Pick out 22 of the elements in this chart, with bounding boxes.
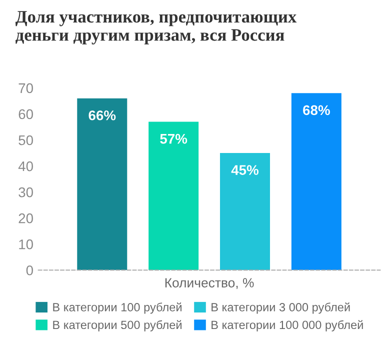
data-label: 68% bbox=[303, 105, 330, 116]
y-tick-label: 70 bbox=[18, 83, 33, 94]
data-label: 57% bbox=[160, 134, 188, 144]
legend-label: В категории 500 рублей bbox=[53, 320, 182, 332]
data-label: 45% bbox=[231, 165, 259, 175]
chart-title: Доля участников, предпочитающих деньги другим призам, вся Россия bbox=[15, 11, 297, 44]
x-axis-title: Количество, % bbox=[165, 278, 254, 290]
bar bbox=[148, 122, 199, 270]
legend-label: В категории 3 000 рублей bbox=[212, 302, 350, 314]
y-tick-label: 10 bbox=[19, 239, 33, 250]
y-tick-label: 50 bbox=[18, 135, 33, 146]
bar bbox=[220, 153, 270, 270]
y-tick-label: 40 bbox=[18, 161, 33, 172]
y-tick-label: 0 bbox=[26, 265, 33, 276]
legend-label: В категории 100 рублей bbox=[53, 302, 182, 314]
bar bbox=[291, 93, 342, 270]
data-label: 66% bbox=[88, 110, 116, 120]
legend-label: В категории 100 000 рублей bbox=[212, 320, 363, 332]
y-tick-label: 60 bbox=[18, 109, 33, 120]
y-tick-label: 20 bbox=[18, 213, 33, 224]
bar bbox=[77, 98, 128, 270]
y-tick-label: 30 bbox=[18, 187, 33, 198]
